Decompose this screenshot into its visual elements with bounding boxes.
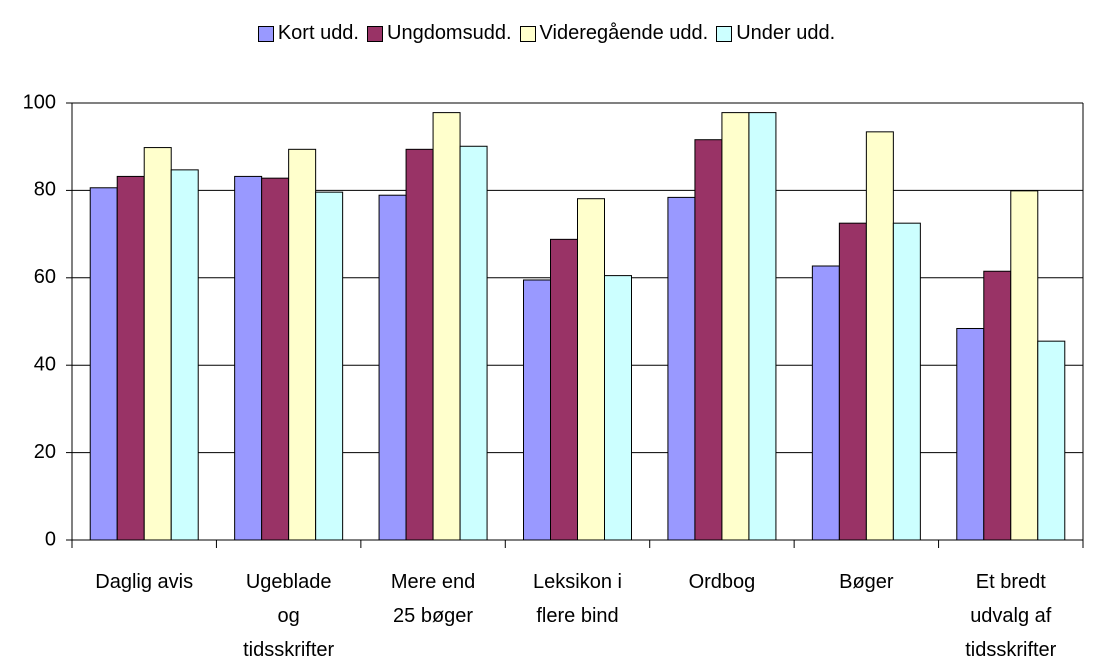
legend-item: Kort udd. [257, 22, 359, 45]
legend-swatch [519, 25, 536, 42]
legend-item: Ungdomsudd. [367, 22, 512, 45]
bar [865, 131, 894, 541]
legend-swatch [257, 25, 274, 42]
legend-label: Videregående udd. [539, 22, 709, 44]
x-tick-label: Bøger [839, 571, 894, 593]
bar [89, 187, 118, 541]
bar [116, 175, 145, 541]
x-tick-label: Mere end 25 bøger [390, 571, 476, 627]
x-tick-label: Daglig avis [95, 571, 194, 593]
y-tick-label: 0 [45, 528, 56, 550]
x-tick-label: Leksikon i flere bind [533, 571, 622, 627]
bar [288, 148, 317, 541]
bar [1010, 190, 1039, 541]
bar [604, 275, 632, 541]
bar [170, 169, 199, 541]
legend-item: Videregående udd. [519, 22, 709, 45]
legend-label: Ungdomsudd. [387, 22, 512, 44]
legend-swatch [716, 25, 733, 42]
bar [143, 147, 172, 541]
x-tick-label: Et bredt udvalg af tidsskrifter [965, 571, 1057, 659]
legend: Kort udd. Ungdomsudd. Videregående udd. Und… [0, 22, 1093, 45]
x-tick-label: Ugeblade og tidsskrifter [243, 571, 335, 659]
y-tick-label: 40 [34, 353, 56, 375]
bar [378, 194, 407, 541]
y-tick-label: 100 [23, 91, 56, 113]
bar [315, 191, 344, 541]
bar [261, 177, 290, 541]
bar [983, 270, 1012, 541]
bar [405, 148, 434, 541]
x-tick-label: Ordbog [688, 571, 756, 593]
legend-label: Under udd. [736, 22, 836, 44]
bar [1037, 340, 1066, 541]
bar [892, 222, 921, 541]
bar [523, 279, 551, 541]
bar [838, 222, 867, 541]
bar [811, 265, 840, 541]
y-tick-label: 80 [34, 179, 56, 201]
bar [694, 139, 723, 541]
bar [667, 196, 696, 541]
bar [748, 112, 777, 541]
legend-label: Kort udd. [277, 22, 359, 44]
bar [956, 327, 985, 541]
bar [550, 238, 578, 541]
y-tick-label: 20 [34, 441, 56, 463]
bar [721, 112, 750, 541]
legend-item: Under udd. [716, 22, 835, 45]
bar [459, 145, 488, 541]
y-tick-label: 60 [34, 266, 56, 288]
legend-swatch [367, 25, 383, 42]
bar [577, 198, 605, 541]
bar [432, 112, 461, 541]
bar [234, 175, 263, 541]
